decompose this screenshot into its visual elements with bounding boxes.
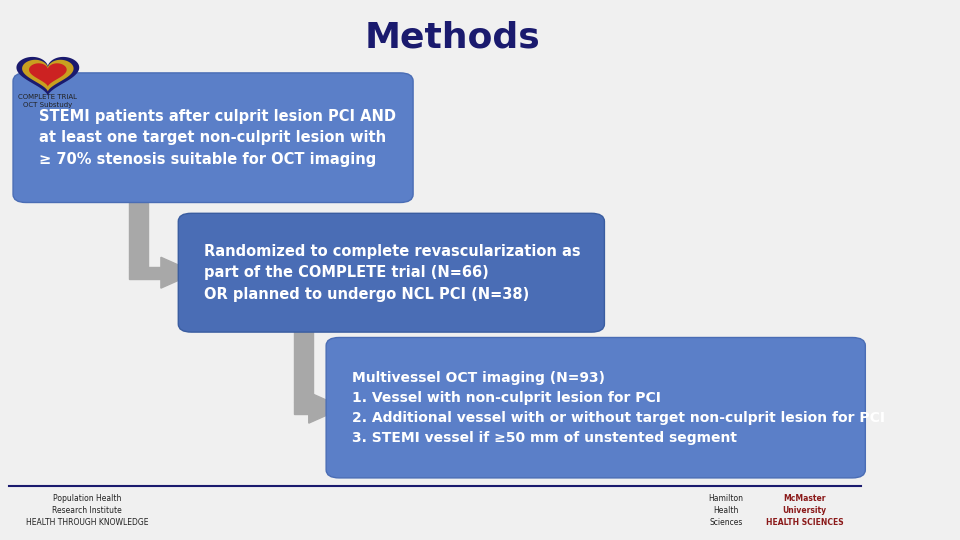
FancyBboxPatch shape xyxy=(13,73,413,202)
Text: Methods: Methods xyxy=(365,21,540,55)
Polygon shape xyxy=(22,60,74,92)
Polygon shape xyxy=(161,257,196,288)
FancyBboxPatch shape xyxy=(179,213,605,332)
Polygon shape xyxy=(129,267,161,279)
Polygon shape xyxy=(294,324,313,402)
Text: Hamilton
Health
Sciences: Hamilton Health Sciences xyxy=(708,494,744,526)
Text: Randomized to complete revascularization as
part of the COMPLETE trial (N=66)
OR: Randomized to complete revascularization… xyxy=(204,244,581,302)
Polygon shape xyxy=(294,402,309,414)
Polygon shape xyxy=(16,57,80,96)
Polygon shape xyxy=(129,194,148,267)
FancyBboxPatch shape xyxy=(326,338,865,478)
Polygon shape xyxy=(29,63,66,86)
Polygon shape xyxy=(309,392,344,423)
Text: Population Health
Research Institute
HEALTH THROUGH KNOWLEDGE: Population Health Research Institute HEA… xyxy=(26,494,148,526)
Text: Multivessel OCT imaging (N=93)
1. Vessel with non-culprit lesion for PCI
2. Addi: Multivessel OCT imaging (N=93) 1. Vessel… xyxy=(352,370,885,445)
Text: COMPLETE TRIAL
OCT Substudy: COMPLETE TRIAL OCT Substudy xyxy=(18,94,78,108)
Text: STEMI patients after culprit lesion PCI AND
at least one target non-culprit lesi: STEMI patients after culprit lesion PCI … xyxy=(39,109,396,167)
Text: McMaster
University
HEALTH SCIENCES: McMaster University HEALTH SCIENCES xyxy=(766,494,843,526)
